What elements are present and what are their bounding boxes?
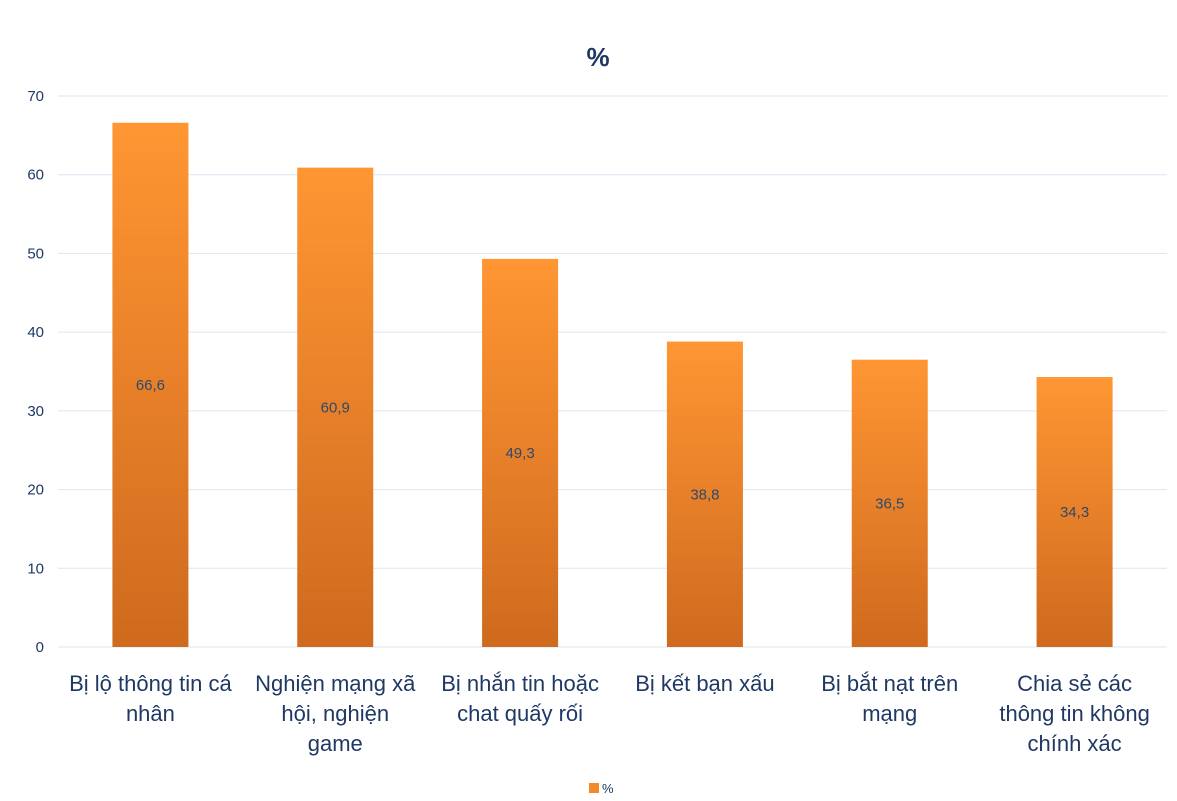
x-tick-label: thông tin không [999,701,1149,726]
data-label: 60,9 [321,399,350,416]
x-tick-label: hội, nghiện [281,701,389,726]
data-label: 49,3 [505,445,534,462]
x-tick-label: Bị nhắn tin hoặc [441,671,599,696]
y-tick-label: 0 [36,639,44,656]
data-label: 36,5 [875,495,904,512]
x-tick-label: game [308,731,363,756]
bar [1036,377,1113,647]
x-tick-label: nhân [126,701,175,726]
x-tick-label: chính xác [1027,731,1121,756]
bar [851,359,928,647]
y-tick-label: 70 [27,88,44,105]
data-label: 38,8 [690,486,719,503]
bar [297,167,374,647]
data-label: 34,3 [1060,504,1089,521]
x-axis-labels: Bị lộ thông tin cá nhân Nghiện mạng xã hội,… [69,671,1150,756]
gridlines [58,95,1167,648]
y-axis-ticks: 0 10 20 30 40 50 60 70 [27,88,44,656]
y-tick-label: 40 [27,324,44,341]
y-tick-label: 30 [27,403,44,420]
legend-swatch [589,783,599,793]
x-tick-label: Bị kết bạn xấu [635,671,774,696]
x-tick-label: Nghiện mạng xã [255,671,416,696]
bars [112,122,1113,647]
y-tick-label: 20 [27,482,44,499]
x-tick-label: chat quấy rối [457,701,583,726]
y-tick-label: 50 [27,245,44,262]
legend: % [589,781,614,796]
chart-title: % [586,42,609,72]
x-tick-label: mạng [862,701,917,726]
x-tick-label: Chia sẻ các [1017,671,1132,696]
data-labels: 66,6 60,9 49,3 38,8 36,5 34,3 [136,377,1089,521]
x-tick-label: Bị lộ thông tin cá [69,671,232,696]
data-label: 66,6 [136,377,165,394]
y-tick-label: 60 [27,167,44,184]
legend-label: % [602,781,614,796]
bar [482,258,559,647]
bar [666,341,743,647]
bar [112,122,189,647]
x-tick-label: Bị bắt nạt trên [821,671,958,696]
y-tick-label: 10 [27,560,44,577]
